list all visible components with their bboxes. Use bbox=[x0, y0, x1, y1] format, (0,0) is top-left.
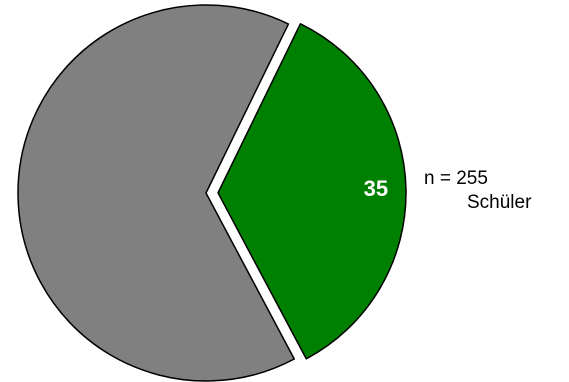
sample-size-line1: n = 255 bbox=[424, 168, 488, 189]
pie-labels: 35 bbox=[364, 176, 388, 201]
pie-slices bbox=[17, 4, 407, 382]
pie-slice-0 bbox=[217, 23, 407, 360]
pie-slice-1 bbox=[17, 4, 296, 382]
pie-slice-label-0: 35 bbox=[364, 176, 388, 201]
sample-size-line2: Schüler bbox=[467, 192, 532, 213]
